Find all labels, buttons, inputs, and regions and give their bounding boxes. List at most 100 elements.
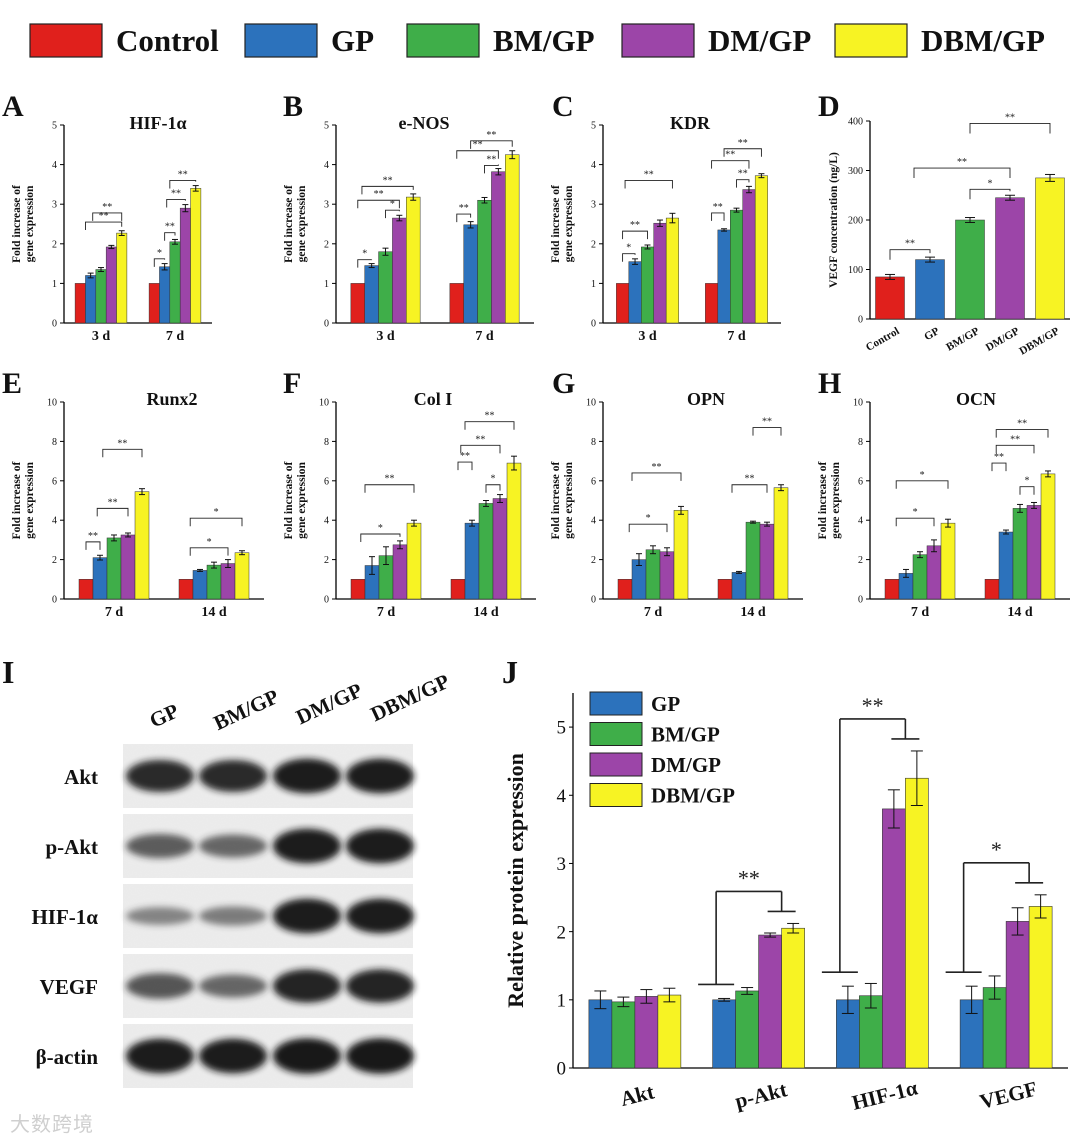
significance-bracket <box>485 484 501 493</box>
blot-band <box>126 973 194 999</box>
legend-swatch <box>244 23 318 58</box>
legend-label: DM/GP <box>651 753 721 777</box>
significance-bracket <box>995 444 1035 454</box>
significance-label: * <box>214 507 219 518</box>
y-axis-label-line: Fold increase of <box>550 461 562 539</box>
blot-column-label: DBM/GP <box>367 669 453 726</box>
significance-label: ** <box>99 211 109 222</box>
y-axis-label-line: Fold increase of <box>283 461 295 539</box>
legend: Control GP BM/GP DM/GP DBM/GP <box>29 23 1045 58</box>
significance-bracket <box>895 517 935 527</box>
bar <box>712 999 736 1069</box>
significance-label: ** <box>905 239 915 250</box>
y-tick-label: 2 <box>858 555 863 566</box>
significance-bracket <box>736 179 750 188</box>
legend-label: GP <box>331 23 374 58</box>
bar <box>74 283 86 324</box>
bar <box>905 777 929 1069</box>
significance-label: ** <box>862 693 884 718</box>
panel-letter: G <box>552 367 575 400</box>
blot-band <box>199 1038 267 1074</box>
bar <box>912 554 928 600</box>
y-tick-label: 4 <box>324 160 329 171</box>
legend-swatch <box>406 23 480 58</box>
significance-label: ** <box>745 474 755 485</box>
bar <box>478 503 494 600</box>
y-tick-label: 0 <box>858 315 863 326</box>
y-axis-label-line: Fold increase of <box>817 461 829 539</box>
significance-bracket <box>723 148 762 157</box>
bar <box>673 510 689 600</box>
y-tick-label: 10 <box>319 398 329 409</box>
significance-label: ** <box>117 438 127 449</box>
x-tick-label: 7 d <box>105 605 124 620</box>
bar <box>617 579 633 600</box>
significance-bracket <box>92 212 123 221</box>
significance-bracket <box>364 484 415 493</box>
significance-label: ** <box>88 531 98 542</box>
bar <box>350 579 366 600</box>
x-tick-label: 14 d <box>1007 605 1033 620</box>
bar <box>645 549 661 600</box>
legend-swatch <box>589 752 643 777</box>
y-tick-label: 2 <box>52 239 57 250</box>
legend-label: GP <box>651 692 680 716</box>
legend-label: DBM/GP <box>651 784 735 808</box>
bar <box>731 572 747 600</box>
bar <box>134 491 150 600</box>
bar <box>106 537 122 600</box>
significance-bracket <box>361 185 414 195</box>
chart-panel-G: G OPN 0 2 4 6 8 10 Fold increase ofgene expressi… <box>550 367 803 620</box>
legend-swatch <box>589 783 643 807</box>
significance-label: ** <box>108 497 118 508</box>
significance-bracket <box>457 461 473 471</box>
x-tick-label: 14 d <box>740 605 766 620</box>
significance-bracket <box>166 198 186 208</box>
y-tick-label: 3 <box>591 200 596 211</box>
legend-label: BM/GP <box>493 23 595 58</box>
significance-label: ** <box>762 417 772 428</box>
significance-label: ** <box>460 451 470 462</box>
significance-label: ** <box>738 865 760 890</box>
y-tick-label: 6 <box>52 476 57 487</box>
blot-band <box>199 834 267 858</box>
bar <box>759 523 775 600</box>
bar <box>754 175 768 324</box>
bar <box>105 246 117 324</box>
significance-bracket <box>169 179 197 189</box>
bar <box>85 275 97 324</box>
significance-bracket <box>153 258 166 267</box>
blot-band <box>199 906 267 926</box>
significance-label: ** <box>171 188 181 199</box>
y-tick-label: 2 <box>324 239 329 250</box>
blot-column-label: BM/GP <box>210 684 283 735</box>
chart-title: OPN <box>687 389 725 409</box>
y-axis-label: Fold increase ofgene expression <box>11 461 36 539</box>
legend-label: DM/GP <box>708 23 811 58</box>
significance-label: * <box>378 523 383 534</box>
significance-bracket <box>752 427 782 436</box>
y-axis-label: Fold increase ofgene expression <box>283 461 308 539</box>
bar <box>735 990 759 1069</box>
y-tick-label: 6 <box>324 476 329 487</box>
bar <box>717 229 731 324</box>
chart-title: HIF-1α <box>129 113 186 133</box>
bar <box>884 579 900 600</box>
y-axis-label: VEGF concentration (ng/L) <box>828 152 840 288</box>
y-tick-label: 1 <box>591 279 596 290</box>
bar <box>378 251 393 324</box>
bar <box>120 534 136 600</box>
bar <box>657 994 682 1069</box>
significance-bracket <box>456 213 472 223</box>
chart-title: OCN <box>956 389 996 409</box>
bar <box>588 999 613 1069</box>
significance-bracket <box>189 517 243 527</box>
blot-column-label: DM/GP <box>292 678 366 729</box>
x-tick-label: 7 d <box>727 329 746 344</box>
significance-label: ** <box>994 452 1004 463</box>
y-tick-label: 0 <box>52 595 57 606</box>
y-tick-label: 2 <box>591 239 596 250</box>
significance-label: ** <box>1005 112 1015 123</box>
bar <box>179 207 191 324</box>
y-tick-label: 4 <box>557 786 567 807</box>
